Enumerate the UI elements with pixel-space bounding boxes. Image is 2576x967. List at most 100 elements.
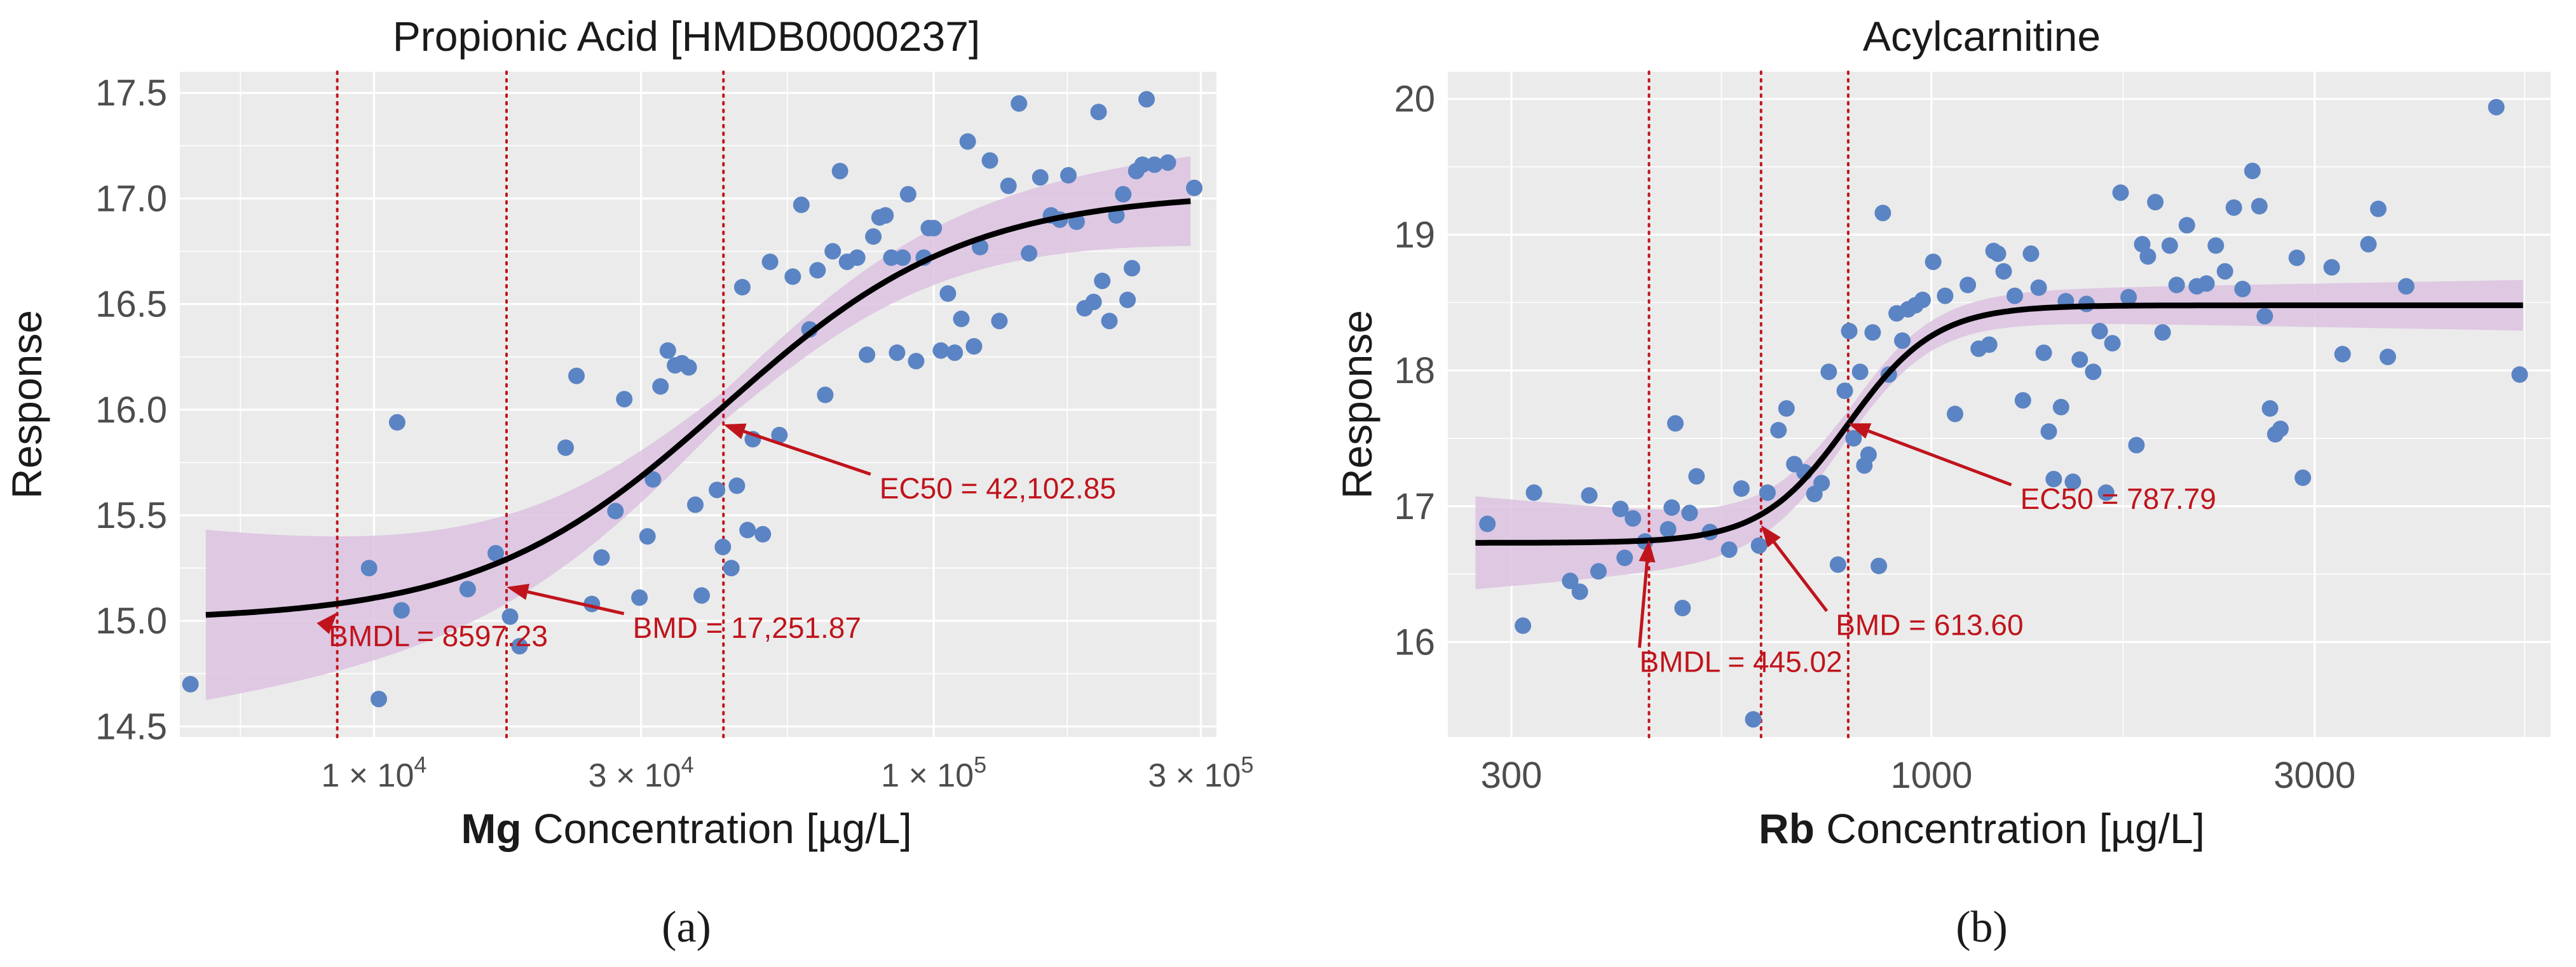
data-point bbox=[2234, 280, 2251, 297]
data-point bbox=[2251, 198, 2268, 215]
data-point bbox=[1836, 382, 1853, 400]
panel-label: (b) bbox=[1956, 903, 2008, 952]
data-point bbox=[687, 496, 704, 513]
annotation-arrowhead bbox=[1761, 525, 1781, 548]
data-point bbox=[2112, 184, 2129, 201]
data-point bbox=[1759, 484, 1776, 501]
data-point bbox=[2128, 436, 2145, 454]
x-tick-label: 300 bbox=[1481, 755, 1543, 796]
data-point bbox=[1134, 156, 1151, 173]
annotation-label: BMD = 17,251.87 bbox=[633, 611, 861, 644]
data-point bbox=[894, 249, 911, 266]
data-point bbox=[631, 589, 648, 606]
data-point bbox=[1894, 332, 1911, 349]
data-point bbox=[2097, 484, 2115, 501]
y-tick-label: 16 bbox=[1394, 621, 1435, 663]
data-point bbox=[1750, 537, 1768, 554]
annotation-arrowhead bbox=[317, 612, 337, 634]
data-point bbox=[1989, 245, 2007, 262]
chart-title: Acylcarnitine bbox=[1863, 13, 2101, 60]
data-point bbox=[932, 342, 950, 359]
data-point bbox=[1925, 254, 1942, 271]
data-point bbox=[2207, 237, 2225, 254]
data-point bbox=[2147, 194, 2164, 211]
data-point bbox=[1841, 323, 1858, 340]
y-tick-label: 17.0 bbox=[95, 178, 167, 219]
data-point bbox=[1581, 487, 1598, 504]
data-point bbox=[1625, 510, 1642, 527]
data-point bbox=[593, 549, 610, 566]
annotation-arrow bbox=[527, 590, 625, 616]
data-point bbox=[2244, 163, 2261, 179]
x-tick-label: 1 × 105 bbox=[881, 752, 986, 794]
data-point bbox=[388, 414, 405, 431]
data-point bbox=[723, 560, 740, 577]
data-point bbox=[809, 262, 826, 279]
x-tick-label: 3 × 104 bbox=[589, 752, 694, 794]
data-point bbox=[859, 346, 876, 363]
annotation-arrowhead bbox=[506, 583, 530, 600]
data-point bbox=[739, 522, 756, 539]
data-point bbox=[824, 243, 842, 260]
data-point bbox=[1479, 515, 1496, 532]
data-point bbox=[1525, 484, 1543, 501]
data-point bbox=[1115, 186, 1132, 203]
data-point bbox=[1119, 292, 1136, 308]
y-tick-label: 16.5 bbox=[95, 284, 167, 325]
y-tick-label: 17.5 bbox=[95, 72, 167, 114]
data-point bbox=[959, 133, 976, 150]
data-point bbox=[1688, 468, 1705, 485]
data-point bbox=[680, 359, 697, 376]
data-point bbox=[771, 426, 788, 443]
x-axis-label: Rb Concentration [µg/L] bbox=[1759, 805, 2205, 852]
data-point bbox=[953, 310, 970, 327]
data-point bbox=[981, 152, 998, 169]
annotation-arrowhead bbox=[1639, 540, 1656, 563]
data-point bbox=[899, 186, 917, 203]
data-point bbox=[2334, 346, 2351, 363]
data-point bbox=[946, 344, 964, 362]
y-tick-label: 19 bbox=[1394, 214, 1435, 255]
data-point bbox=[1829, 556, 1846, 573]
data-point bbox=[2261, 400, 2279, 417]
y-tick-label: 18 bbox=[1394, 350, 1435, 391]
data-point bbox=[501, 608, 519, 625]
data-point bbox=[709, 482, 726, 499]
data-point bbox=[652, 378, 669, 395]
data-point bbox=[972, 238, 988, 255]
data-point bbox=[1674, 600, 1691, 616]
data-point bbox=[2022, 245, 2040, 262]
data-point bbox=[1667, 415, 1684, 432]
data-point bbox=[1590, 563, 1607, 580]
data-point bbox=[1770, 422, 1787, 439]
data-points bbox=[1479, 98, 2528, 728]
x-axis-label: Mg Concentration [µg/L] bbox=[461, 805, 911, 852]
data-point bbox=[2360, 236, 2377, 253]
data-point bbox=[360, 560, 378, 577]
data-point bbox=[511, 638, 528, 655]
data-point bbox=[1995, 263, 2012, 280]
data-point bbox=[2216, 263, 2233, 280]
data-point bbox=[1124, 260, 1140, 277]
data-point bbox=[459, 581, 476, 598]
data-point bbox=[1721, 541, 1738, 558]
data-point bbox=[865, 228, 882, 245]
data-point bbox=[2045, 471, 2062, 487]
x-tick-label: 3 × 105 bbox=[1148, 752, 1253, 794]
data-point bbox=[1612, 501, 1629, 517]
annotation-arrowhead bbox=[1848, 423, 1872, 439]
data-point bbox=[1159, 154, 1176, 171]
data-point bbox=[1515, 617, 1532, 634]
data-point bbox=[784, 268, 801, 285]
data-point bbox=[1980, 336, 1998, 353]
data-point bbox=[607, 503, 624, 520]
data-point bbox=[1820, 363, 1837, 381]
data-point bbox=[1571, 583, 1588, 600]
data-point bbox=[1000, 177, 1017, 194]
data-point bbox=[965, 338, 983, 355]
data-point bbox=[1745, 711, 1762, 728]
data-point bbox=[659, 342, 676, 359]
data-point bbox=[1864, 324, 1881, 341]
data-point bbox=[2052, 398, 2069, 416]
data-point bbox=[2178, 217, 2195, 234]
